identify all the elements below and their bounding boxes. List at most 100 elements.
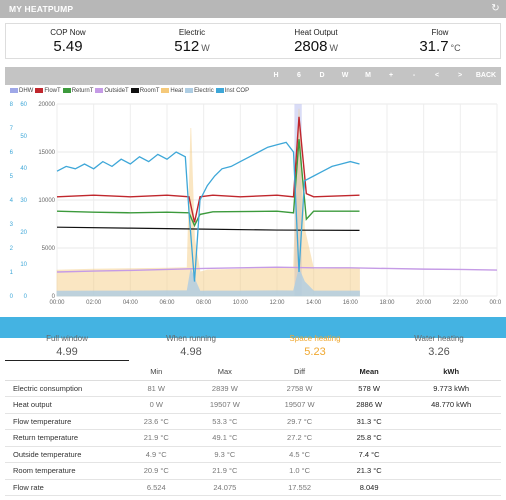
legend-swatch [215, 88, 224, 93]
mode-full-window[interactable]: Full window 4.99 [5, 334, 129, 361]
series-roomt-line [56, 226, 360, 231]
table-cell: 29.7 °C [262, 413, 337, 430]
legend-item[interactable]: Inst COP [215, 88, 250, 95]
y-cop-tick-label: 4 [10, 198, 14, 204]
row-label: Outside temperature [5, 446, 125, 463]
table-cell: 1.0 °C [262, 462, 337, 480]
y-temp-tick-label: 30 [20, 198, 27, 204]
legend-label: Electric [194, 88, 214, 95]
back-button[interactable]: BACK [475, 72, 497, 79]
stat-label: Electric [178, 28, 206, 37]
stat-label: COP Now [50, 28, 86, 37]
zoom-month-button[interactable]: M [365, 72, 371, 79]
x-tick-label: 00:00 [489, 300, 501, 306]
legend-swatch [185, 88, 194, 93]
legend-item[interactable]: DHW [10, 88, 33, 94]
table-cell: 23.6 °C [125, 413, 188, 430]
table-cell: 48.770 kWh [401, 396, 501, 414]
y-temp-tick-label: 60 [20, 102, 27, 108]
legend-item[interactable]: ReturnT [62, 88, 94, 95]
legend-label: Heat [170, 88, 184, 95]
table-cell: 7.4 °C [336, 446, 402, 463]
table-header: Min [125, 364, 188, 381]
table-cell: 2758 W [262, 380, 337, 397]
row-label: Return temperature [5, 429, 125, 447]
zoom-out-button[interactable]: - [412, 72, 416, 79]
table-cell: 0 W [125, 396, 188, 414]
stat-value: 512 [174, 38, 200, 55]
x-tick-label: 08:00 [196, 300, 212, 306]
row-label: Heat output [5, 396, 125, 414]
stat-heat-output: Heat Output 2808 W [254, 28, 378, 55]
legend-label: RoomT [139, 88, 160, 95]
pan-right-button[interactable]: > [457, 72, 463, 79]
stat-value: 5.49 [53, 38, 83, 55]
stat-label: Heat Output [294, 28, 338, 37]
zoom-week-button[interactable]: W [341, 72, 349, 79]
table-header-row: Min Max Diff Mean kWh [5, 364, 501, 381]
refresh-icon[interactable]: ↻ [491, 3, 500, 14]
legend-item[interactable]: FlowT [35, 88, 61, 95]
table-cell: 20.9 °C [125, 462, 188, 480]
mode-value: 4.98 [180, 346, 202, 358]
table-cell: 9.3 °C [187, 446, 263, 463]
mode-space-heating[interactable]: Space heating 5.23 [253, 334, 377, 358]
x-tick-label: 02:00 [86, 300, 102, 306]
y-temp-tick-label: 10 [20, 262, 27, 268]
table-header: Diff [262, 364, 337, 381]
legend-label: ReturnT [71, 88, 94, 95]
zoom-in-button[interactable]: + [388, 72, 394, 79]
table-cell: 24.075 [187, 479, 263, 496]
zoom-hour-button[interactable]: H [273, 72, 279, 79]
table-row: Room temperature 20.9 °C 21.9 °C 1.0 °C 21.3… [5, 462, 501, 480]
y-cop-tick-label: 1 [10, 270, 14, 276]
legend-item[interactable]: RoomT [130, 88, 160, 95]
table-cell [401, 413, 501, 430]
legend-item[interactable]: OutsideT [95, 88, 129, 94]
legend-label: Inst COP [224, 88, 250, 95]
mode-when-running[interactable]: When running 4.98 [129, 334, 253, 358]
zoom-day-button[interactable]: D [319, 72, 325, 79]
y-tick-label: 20000 [38, 102, 55, 108]
table-cell [401, 446, 501, 463]
x-tick-label: 16:00 [343, 300, 359, 306]
legend-swatch [161, 88, 170, 93]
table-row: Flow rate 6.524 24.075 17.552 8.049 [5, 479, 501, 496]
app-title: MY HEATPUMP [9, 4, 74, 14]
legend-item[interactable]: Electric [185, 88, 214, 94]
stat-value: 31.7 [419, 38, 449, 55]
table-cell: 81 W [125, 380, 188, 397]
x-tick-label: 04:00 [123, 300, 139, 306]
row-label: Electric consumption [5, 380, 125, 397]
table-cell [401, 429, 501, 447]
mode-label: When running [166, 334, 216, 343]
row-label: Flow rate [5, 479, 125, 496]
x-tick-label: 18:00 [379, 300, 395, 306]
cop-modes: Full window 4.99 When running 4.98 Space… [5, 334, 501, 362]
mode-label: Full window [46, 334, 88, 343]
table-cell: 578 W [336, 380, 402, 397]
table-row: Outside temperature 4.9 °C 9.3 °C 4.5 °C 7.4… [5, 446, 501, 463]
legend-label: DHW [19, 88, 34, 95]
y-temp-tick-label: 20 [20, 230, 27, 236]
dhw-shade [294, 104, 302, 296]
table-cell: 49.1 °C [187, 429, 263, 447]
row-label: Flow temperature [5, 413, 125, 430]
pan-left-button[interactable]: < [434, 72, 440, 79]
mode-water-heating[interactable]: Water heating 3.26 [377, 334, 501, 358]
legend-label: FlowT [44, 88, 61, 95]
section-divider [0, 317, 506, 338]
table-row: Heat output 0 W 19507 W 19507 W 2886 W 48.770… [5, 396, 501, 414]
legend-item[interactable]: Heat [161, 88, 183, 94]
series-outsidet-line [56, 266, 498, 273]
chart-legend: DHW FlowT ReturnT OutsideT RoomT Heat Electric… [10, 88, 251, 98]
table-cell: 19507 W [262, 396, 337, 414]
y-cop-tick-label: 6 [10, 150, 14, 156]
y-cop-tick-label: 5 [10, 174, 14, 180]
zoom-6h-button[interactable]: 6 [297, 72, 301, 79]
stat-electric: Electric 512 W [130, 28, 254, 55]
table-row: Return temperature 21.9 °C 49.1 °C 27.2 °C 2… [5, 429, 501, 447]
power-temperature-chart[interactable]: 0 5000 10000 15000 20000 0 10 20 30 40 50 60 0 1 2 3 4 5 6… [5, 86, 506, 314]
table-cell: 2886 W [336, 396, 402, 414]
stat-unit: W [329, 43, 338, 53]
